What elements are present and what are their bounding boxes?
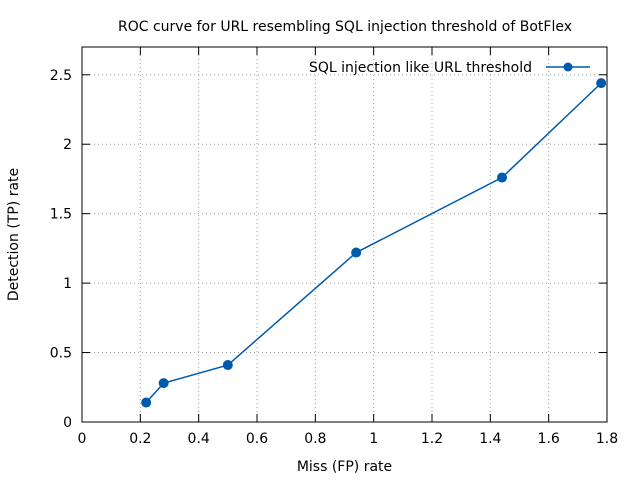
x-tick-label: 1.6 bbox=[538, 431, 560, 447]
x-tick-label: 1.2 bbox=[421, 431, 443, 447]
data-point bbox=[158, 378, 169, 389]
axis-ticks: 0 0.2 0.4 0.6 0.8 1 1.2 1.4 1.6 1.8 0 0.5 1 1.5 2 2.5 bbox=[50, 47, 618, 447]
y-tick-label: 2.5 bbox=[50, 68, 72, 84]
y-tick-label: 1.5 bbox=[50, 207, 72, 223]
x-axis-label: Miss (FP) rate bbox=[297, 459, 392, 475]
x-tick-label: 0.6 bbox=[246, 431, 268, 447]
x-tick-label: 1.8 bbox=[596, 431, 618, 447]
data-series bbox=[141, 78, 607, 408]
y-axis-label: Detection (TP) rate bbox=[6, 168, 22, 301]
x-tick-label: 0.4 bbox=[188, 431, 210, 447]
plot-frame bbox=[81, 46, 608, 423]
x-tick-label: 1.4 bbox=[479, 431, 501, 447]
data-point bbox=[351, 247, 362, 258]
data-point bbox=[596, 78, 607, 89]
x-tick-label: 0 bbox=[78, 431, 87, 447]
legend: SQL injection like URL threshold bbox=[309, 60, 590, 76]
y-tick-label: 0 bbox=[63, 415, 72, 431]
grid-lines bbox=[82, 47, 607, 422]
data-point bbox=[497, 172, 507, 183]
x-tick-label: 0.8 bbox=[304, 431, 326, 447]
y-tick-label: 2 bbox=[63, 137, 72, 153]
data-point bbox=[222, 360, 233, 371]
x-tick-label: 0.2 bbox=[129, 431, 151, 447]
chart-title: ROC curve for URL resembling SQL injecti… bbox=[118, 19, 572, 35]
x-tick-label: 1 bbox=[369, 431, 378, 447]
y-tick-label: 0.5 bbox=[50, 346, 72, 362]
data-point bbox=[141, 397, 152, 408]
legend-marker bbox=[563, 62, 573, 72]
y-tick-label: 1 bbox=[63, 276, 72, 292]
legend-label: SQL injection like URL threshold bbox=[309, 60, 532, 76]
